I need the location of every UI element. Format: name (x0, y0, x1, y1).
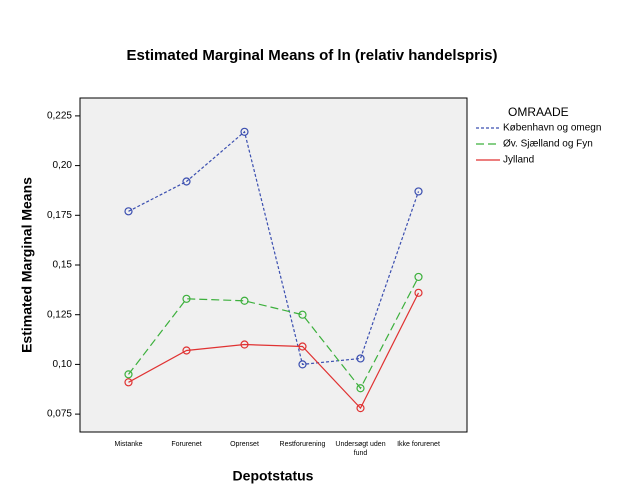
point-marker (414, 272, 423, 282)
point-marker (182, 294, 191, 303)
point-marker (298, 360, 307, 369)
point-marker (414, 187, 423, 196)
point-marker (356, 354, 365, 363)
chart-title: Estimated Marginal Means of ln (relativ … (127, 47, 498, 64)
legend-label: Jylland (503, 155, 534, 166)
point-marker (356, 384, 365, 393)
y-tick-label: 0,10 (53, 359, 73, 370)
point-marker (298, 342, 307, 351)
plot-area (79, 97, 468, 433)
point-marker (182, 177, 191, 186)
point-marker (414, 288, 423, 297)
y-tick-label: 0,20 (53, 160, 73, 171)
x-tick-label: Restforurening (279, 441, 326, 448)
y-tick-label: 0,15 (53, 260, 73, 271)
x-tick-label: Ikke forurenet (397, 441, 440, 448)
point-marker (298, 310, 307, 319)
point-marker (356, 404, 365, 413)
legend-label: Øv. Sjælland og Fyn (503, 139, 593, 150)
y-tick-label: 0,075 (47, 409, 72, 420)
series-line (128, 292, 420, 410)
point-marker (124, 378, 133, 387)
x-tick-label: Forurenet (171, 441, 202, 448)
x-tick-label: Mistanke (114, 441, 143, 448)
point-marker (124, 370, 133, 379)
y-axis-label: Estimated Marginal Means (19, 177, 35, 353)
legend-title: OMRAADE (508, 105, 569, 119)
point-marker (240, 296, 249, 305)
point-marker (182, 346, 191, 355)
series-line (128, 130, 420, 366)
point-marker (124, 207, 133, 216)
x-tick-label: Undersøgt uden fund (335, 441, 386, 457)
series-line (128, 276, 420, 390)
y-tick-label: 0,175 (47, 210, 72, 221)
x-tick-label: Oprenset (230, 441, 259, 448)
legend-label: København og omegn (503, 123, 601, 134)
point-marker (240, 127, 249, 136)
y-tick-label: 0,125 (47, 309, 72, 320)
y-tick-label: 0,225 (47, 111, 72, 122)
x-axis-label: Depotstatus (233, 468, 314, 484)
point-marker (240, 340, 249, 349)
